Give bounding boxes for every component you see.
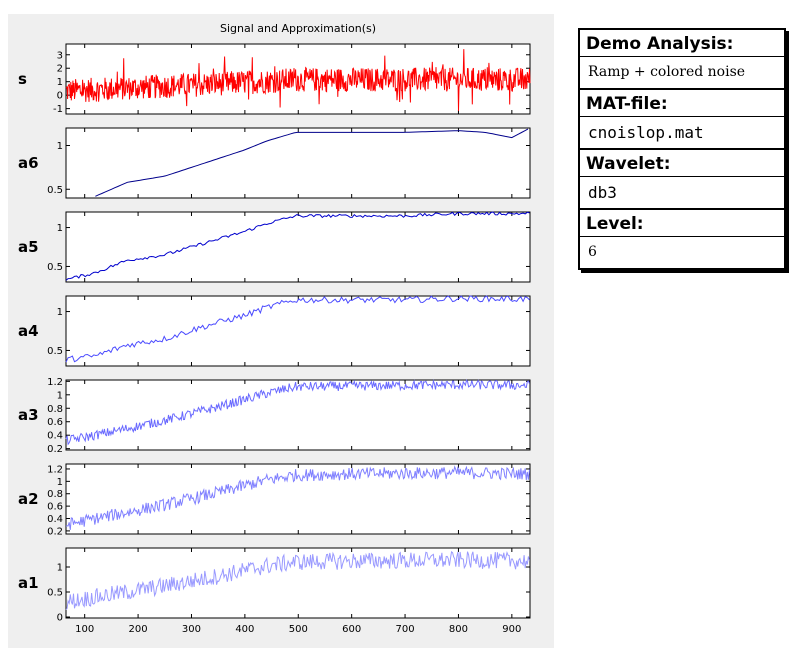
info-value: 6 <box>588 244 597 260</box>
x-tick-label: 300 <box>182 624 201 635</box>
y-tick-label: 1.2 <box>47 377 63 388</box>
series-line-s <box>65 49 531 111</box>
panel-label: a2 <box>18 490 39 508</box>
y-tick-label: 1 <box>57 141 63 152</box>
y-tick-label: 0.5 <box>47 346 63 357</box>
y-tick-label: 0.2 <box>47 444 63 455</box>
info-block-demo: Demo Analysis: Ramp + colored noise <box>580 30 784 90</box>
figure-panel: Signal and Approximation(s) -1 0 1 2 3 s 0.5 1 a6… <box>8 14 554 648</box>
x-tick-label: 800 <box>449 624 468 635</box>
x-tick-label: 700 <box>396 624 415 635</box>
series-line-a2 <box>65 465 530 530</box>
x-tick-label: 900 <box>502 624 521 635</box>
x-tick-label: 200 <box>129 624 148 635</box>
y-tick-label: 0.4 <box>47 431 63 442</box>
info-panel: Demo Analysis: Ramp + colored noise MAT-… <box>578 28 786 270</box>
y-tick-label: 0.5 <box>47 185 63 196</box>
y-tick-label: 0.8 <box>47 489 63 500</box>
y-tick-label: 1.2 <box>47 464 63 475</box>
y-tick-label: 0.6 <box>47 502 63 513</box>
info-block-level: Level: 6 <box>580 210 784 268</box>
axes-box <box>65 295 531 367</box>
series-line-a5 <box>65 211 530 281</box>
panel-label: a3 <box>18 406 39 424</box>
panel-label: a1 <box>18 574 39 592</box>
series-line-a6 <box>95 128 529 197</box>
info-value: db3 <box>588 183 617 202</box>
axes-box <box>65 463 531 535</box>
y-tick-label: 0.6 <box>47 417 63 428</box>
y-tick-label: 3 <box>57 50 63 61</box>
y-tick-label: 0.2 <box>47 526 63 537</box>
y-tick-label: 0.5 <box>47 262 63 273</box>
y-tick-label: 1 <box>57 563 63 574</box>
y-tick-label: 1 <box>57 77 63 88</box>
series-line-a3 <box>65 379 530 446</box>
info-heading: MAT-file: <box>580 90 784 117</box>
axes-box <box>65 547 531 619</box>
panel-label: a4 <box>18 322 39 340</box>
x-tick-label: 500 <box>289 624 308 635</box>
y-tick-label: 1 <box>57 477 63 488</box>
y-tick-label: 0 <box>57 613 63 624</box>
panel-label: s <box>18 70 27 88</box>
chart-title: Signal and Approximation(s) <box>220 22 376 35</box>
series-line-a4 <box>65 295 530 363</box>
y-tick-label: 2 <box>57 64 63 75</box>
axes-box <box>65 211 531 283</box>
y-tick-label: 0.5 <box>47 588 63 599</box>
y-tick-label: -1 <box>53 104 63 115</box>
x-tick-label: 600 <box>342 624 361 635</box>
axes-box <box>65 379 531 451</box>
x-tick-label: 400 <box>235 624 254 635</box>
info-heading: Wavelet: <box>580 150 784 177</box>
y-tick-label: 1 <box>57 223 63 234</box>
info-heading: Level: <box>580 210 784 237</box>
info-value: cnoislop.mat <box>588 123 704 142</box>
info-block-wavelet: Wavelet: db3 <box>580 150 784 210</box>
panel-label: a5 <box>18 238 39 256</box>
series-line-a1 <box>65 550 530 611</box>
info-block-matfile: MAT-file: cnoislop.mat <box>580 90 784 150</box>
y-tick-label: 0.8 <box>47 404 63 415</box>
y-tick-label: 1 <box>57 307 63 318</box>
plots-svg: Signal and Approximation(s) -1 0 1 2 3 s 0.5 1 a6… <box>18 22 531 635</box>
y-tick-label: 1 <box>57 390 63 401</box>
y-tick-label: 0.4 <box>47 514 63 525</box>
axes-box <box>65 127 531 199</box>
x-tick-label: 100 <box>75 624 94 635</box>
y-tick-label: 0 <box>57 91 63 102</box>
info-heading: Demo Analysis: <box>580 30 784 57</box>
info-value: Ramp + colored noise <box>588 64 746 80</box>
panel-label: a6 <box>18 154 39 172</box>
